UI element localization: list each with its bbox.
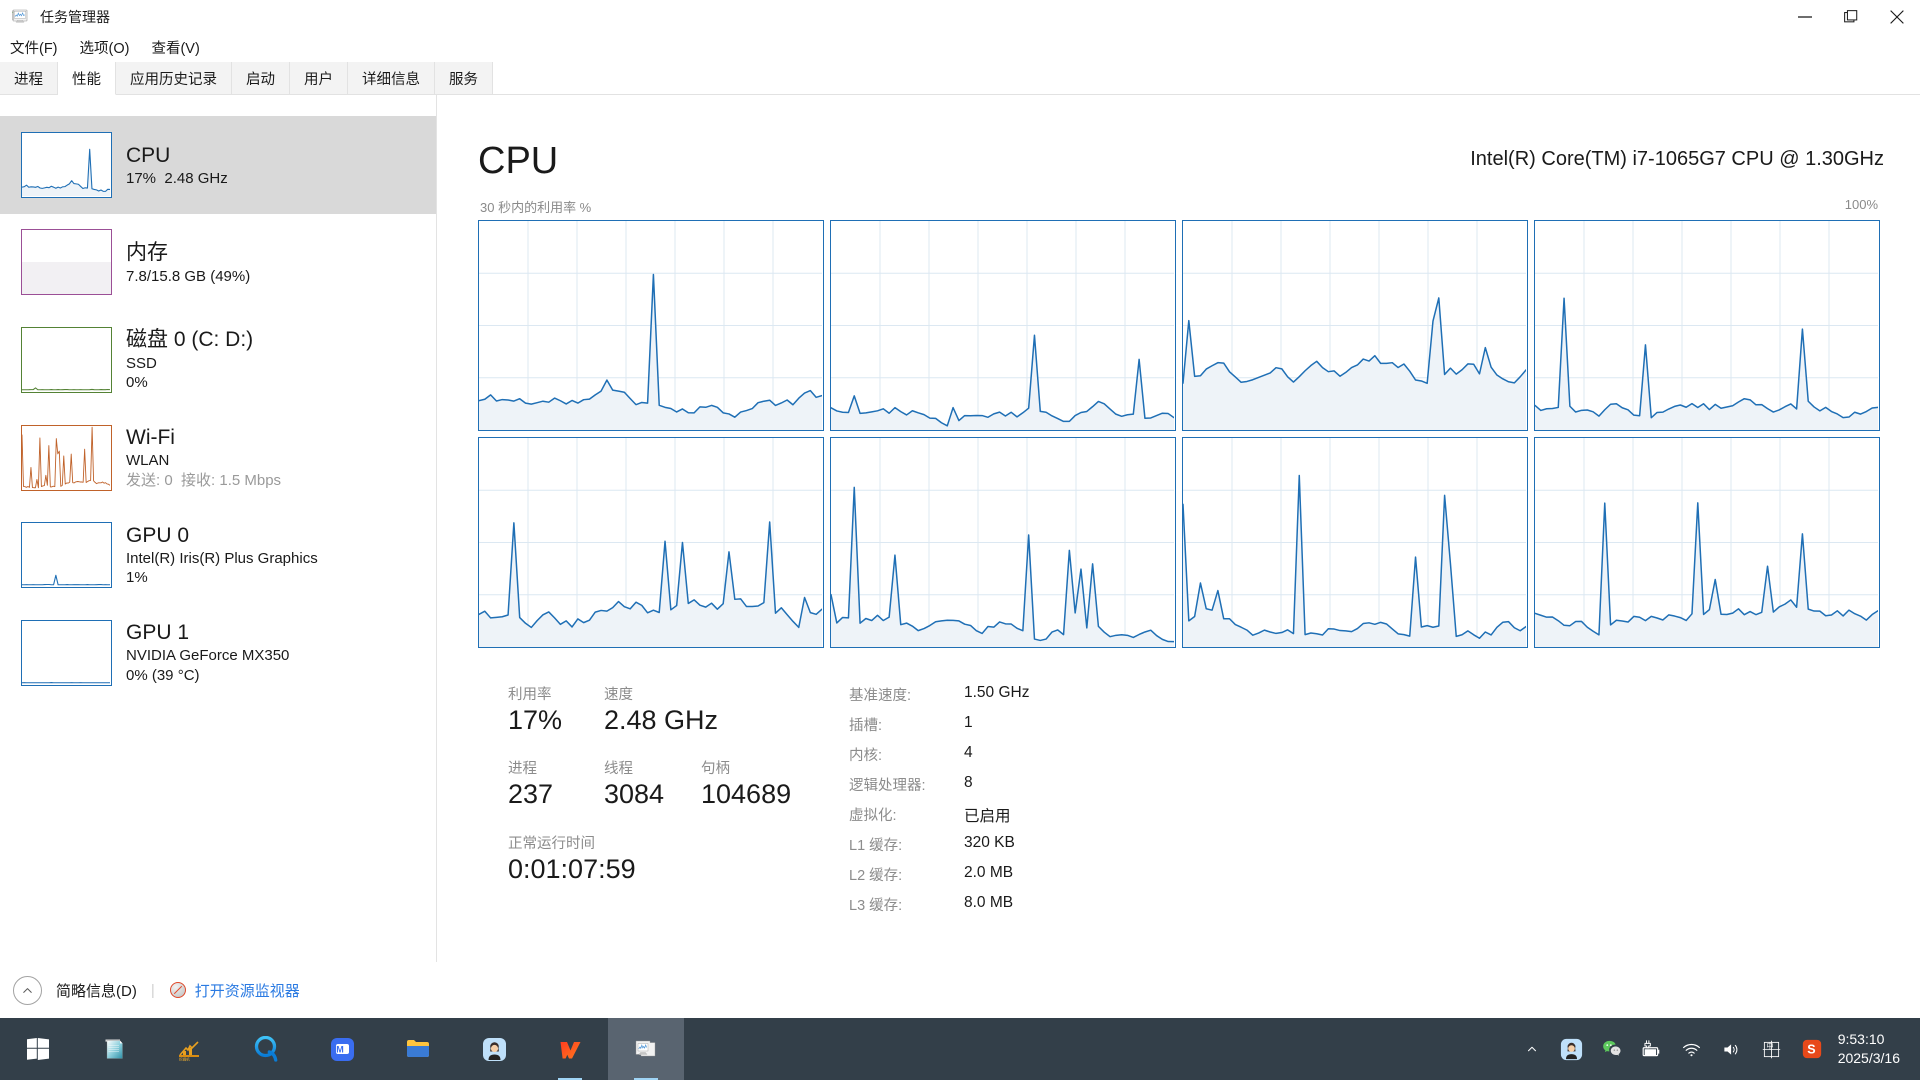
svg-text:M: M bbox=[336, 1044, 344, 1054]
svg-text:S: S bbox=[1807, 1043, 1815, 1057]
svg-text:中: 中 bbox=[1767, 1041, 1774, 1050]
svg-text:挖掘机: 挖掘机 bbox=[179, 1057, 190, 1062]
